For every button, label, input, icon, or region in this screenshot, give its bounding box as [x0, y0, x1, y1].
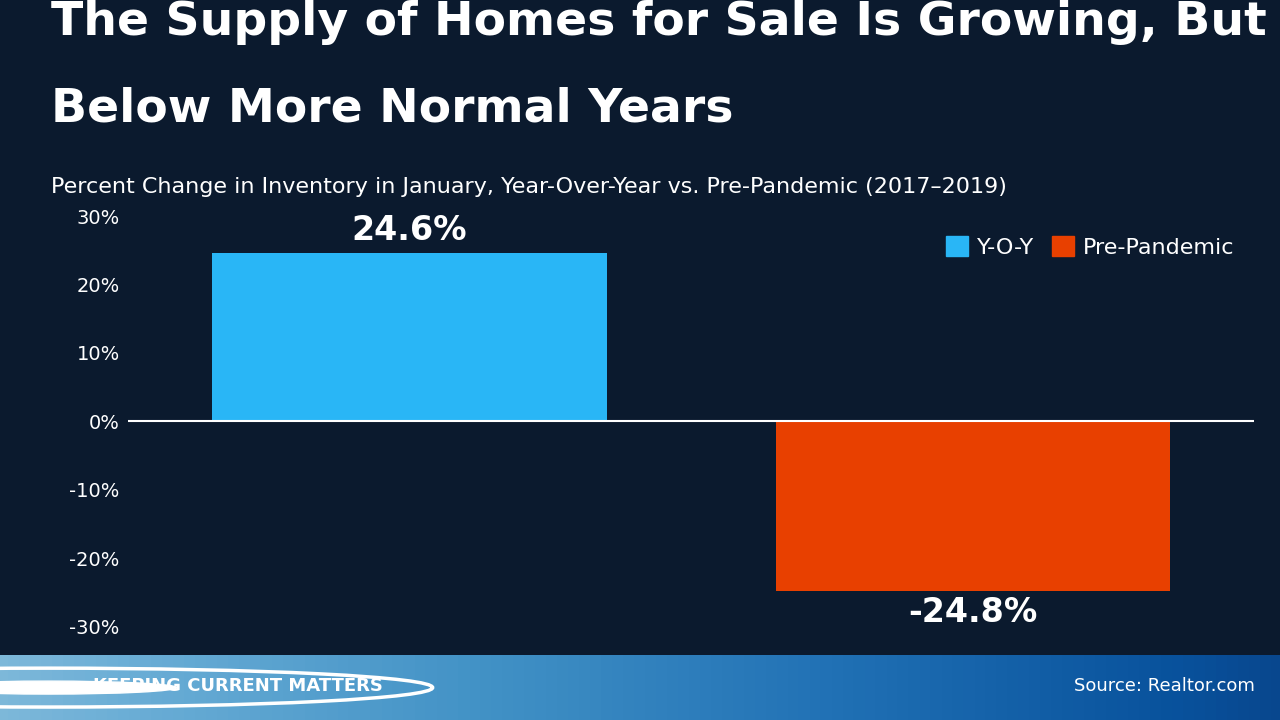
Text: Below More Normal Years: Below More Normal Years: [51, 86, 733, 132]
Text: 24.6%: 24.6%: [352, 215, 467, 248]
Text: The Supply of Homes for Sale Is Growing, But Still: The Supply of Homes for Sale Is Growing,…: [51, 0, 1280, 45]
Bar: [212, 253, 607, 421]
Text: Percent Change in Inventory in January, Year-Over-Year vs. Pre-Pandemic (2017–20: Percent Change in Inventory in January, …: [51, 177, 1007, 197]
Circle shape: [0, 681, 177, 694]
Text: -24.8%: -24.8%: [909, 596, 1037, 629]
Text: KEEPING CURRENT MATTERS: KEEPING CURRENT MATTERS: [93, 678, 383, 696]
Text: Source: Realtor.com: Source: Realtor.com: [1074, 678, 1254, 696]
Legend: Y-O-Y, Pre-Pandemic: Y-O-Y, Pre-Pandemic: [937, 227, 1243, 266]
Bar: [776, 421, 1170, 591]
